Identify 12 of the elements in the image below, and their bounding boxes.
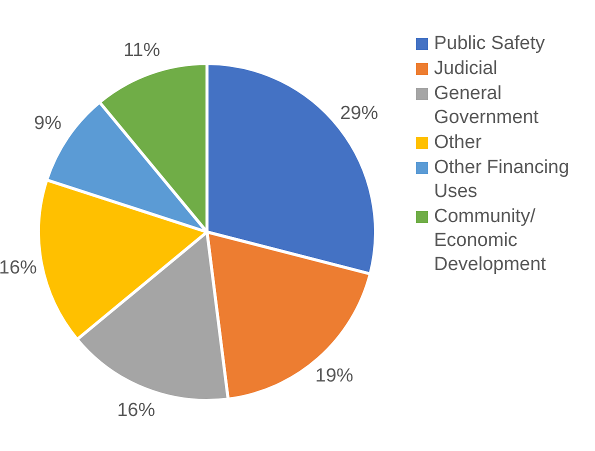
legend-label: Other Financing Uses bbox=[434, 156, 570, 204]
legend-label: Judicial bbox=[434, 57, 498, 81]
data-label: 19% bbox=[315, 366, 354, 387]
legend-label: Public Safety bbox=[434, 32, 545, 56]
legend-label: General Government bbox=[434, 82, 540, 130]
data-label: 16% bbox=[117, 400, 156, 422]
data-label: 11% bbox=[123, 40, 160, 62]
data-label: 9% bbox=[34, 113, 62, 134]
data-label: 16% bbox=[0, 257, 38, 278]
legend-label: Community/ Economic Development bbox=[434, 205, 547, 277]
data-label: 29% bbox=[340, 103, 378, 124]
legend-label: Other bbox=[434, 131, 482, 155]
